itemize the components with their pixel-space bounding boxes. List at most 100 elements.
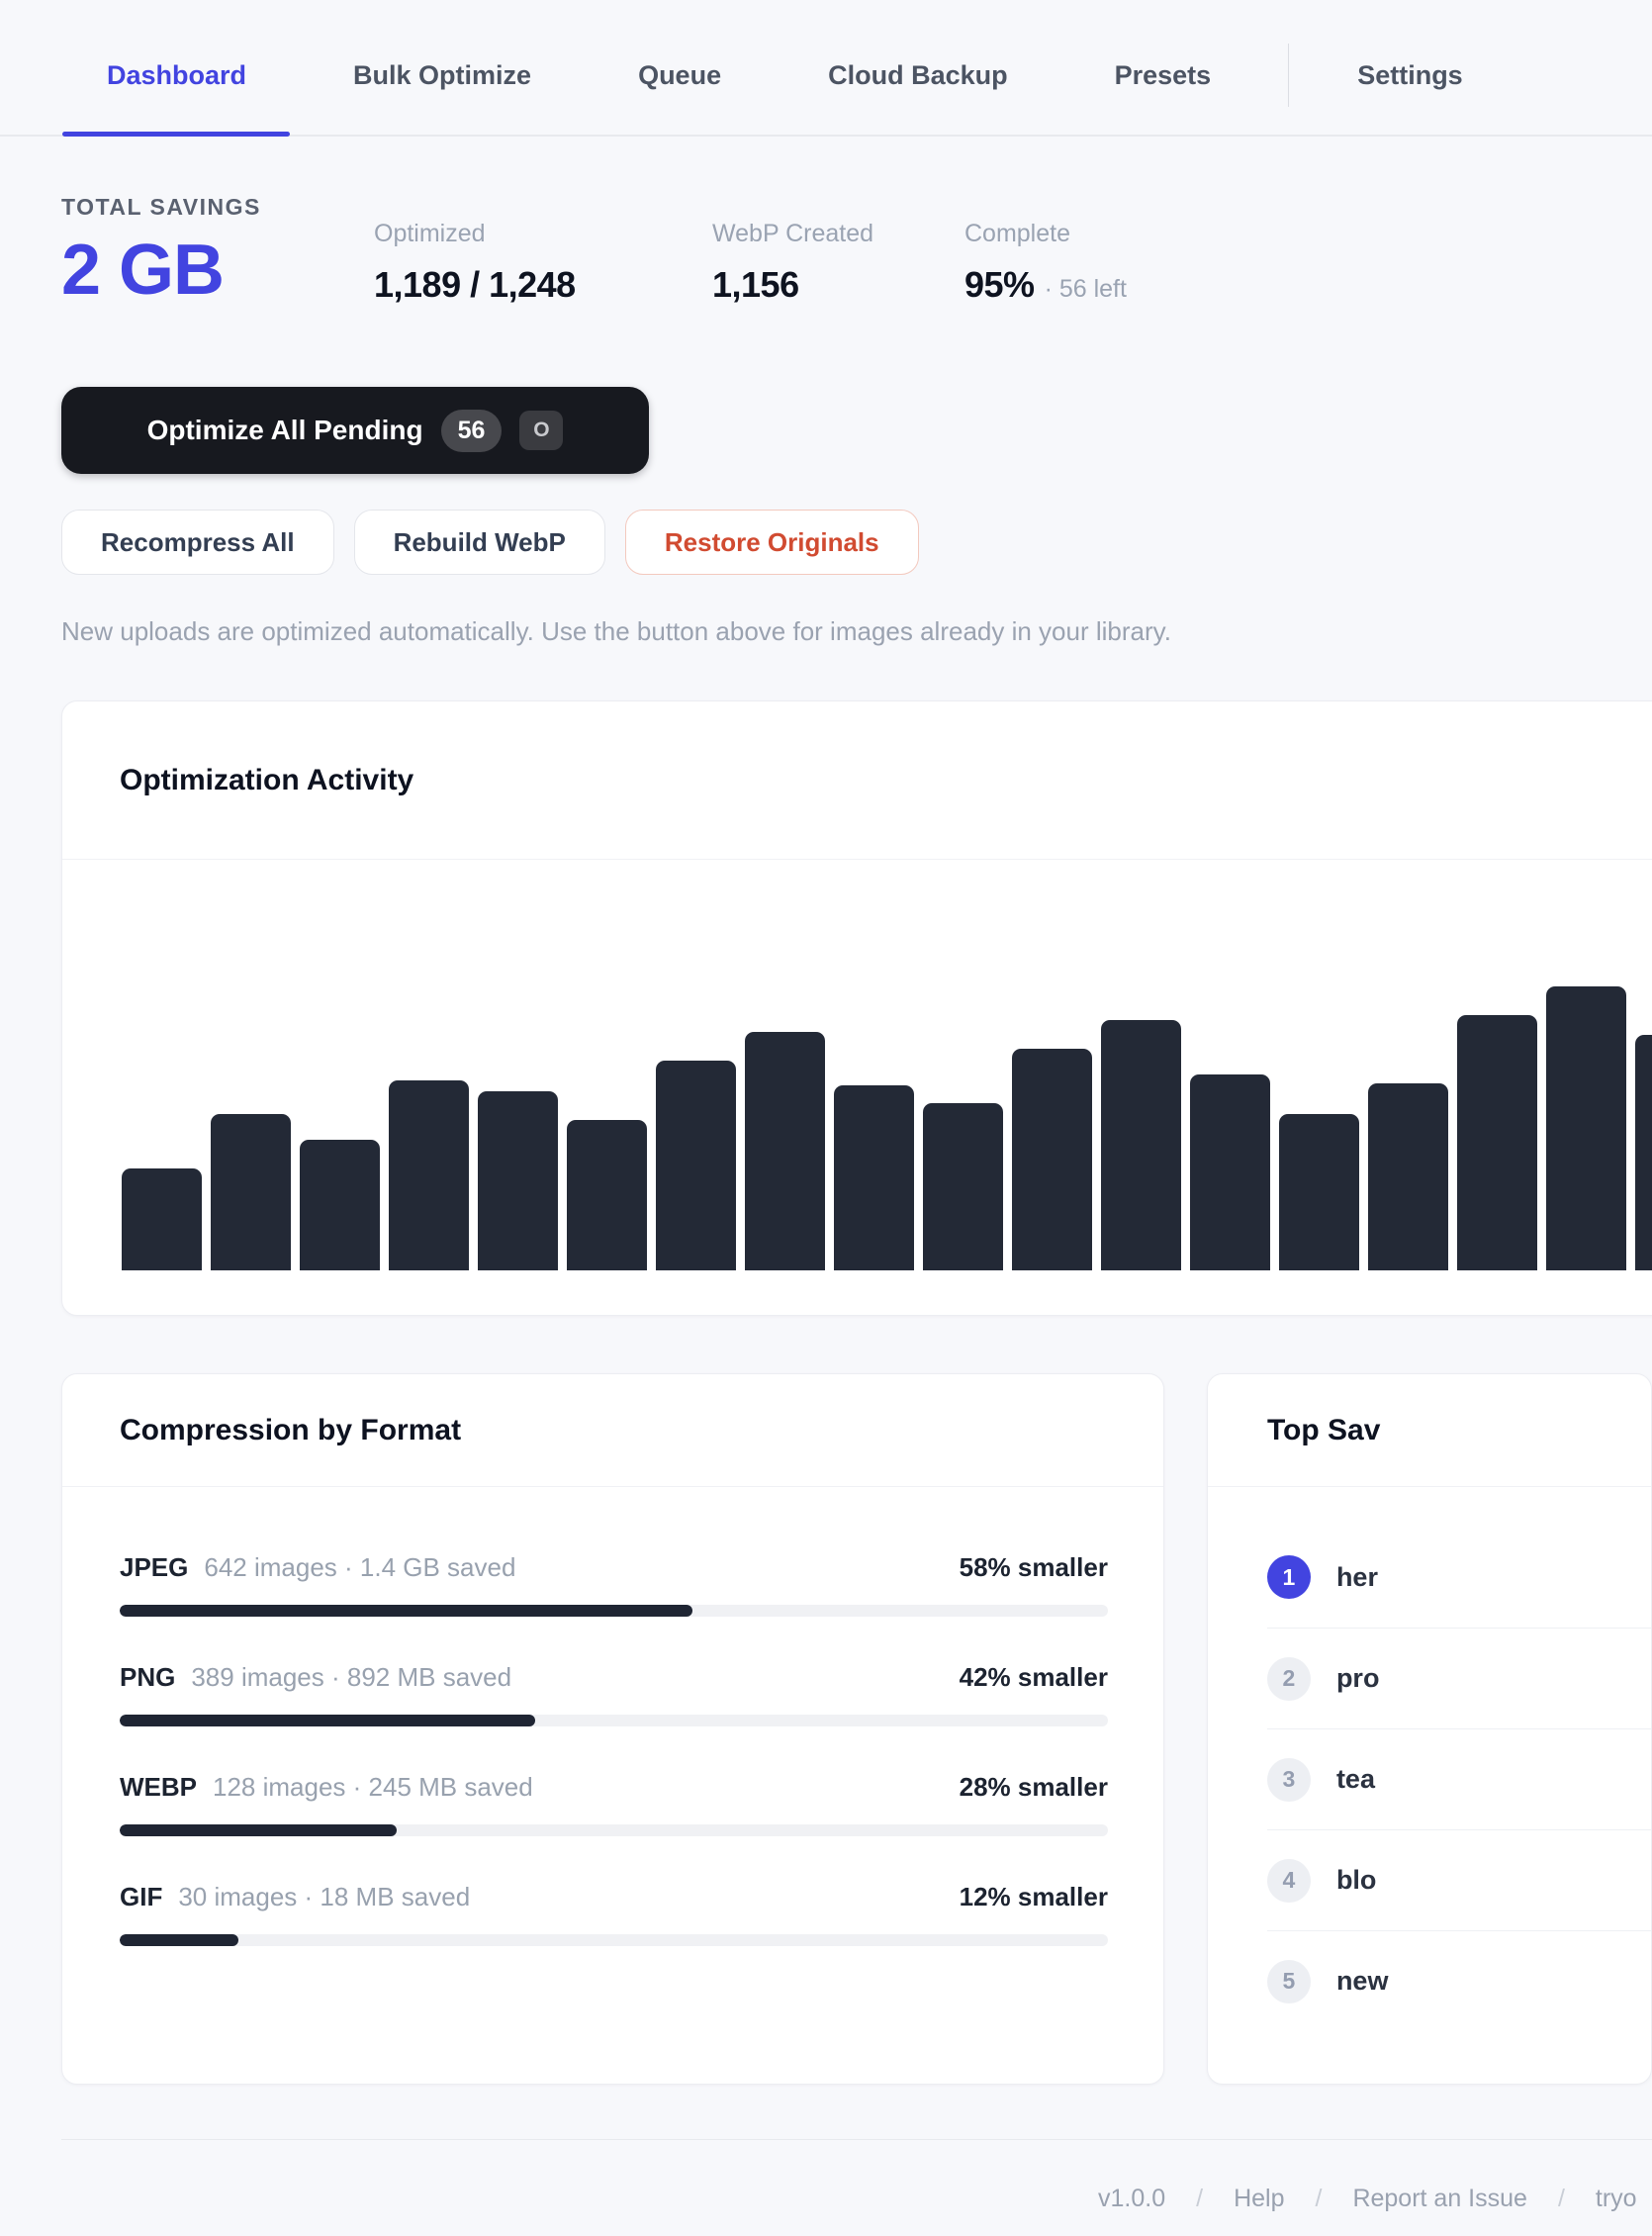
activity-bar xyxy=(1457,1015,1537,1270)
complete-remaining: · 56 left xyxy=(1044,275,1127,303)
compression-by-format-header: Compression by Format xyxy=(62,1374,1163,1487)
auto-optimize-note: New uploads are optimized automatically.… xyxy=(61,616,1171,646)
compression-by-format-card: Compression by Format JPEG 642 images · … xyxy=(61,1373,1164,2085)
active-tab-underline xyxy=(62,132,291,137)
progress-fill xyxy=(120,1605,693,1617)
optimized-value: 1,189 / 1,248 xyxy=(374,264,576,305)
rank-badge: 4 xyxy=(1266,1858,1311,1903)
progress-track xyxy=(120,1605,1108,1617)
rank-badge: 3 xyxy=(1266,1757,1311,1802)
rank-badge: 2 xyxy=(1266,1656,1311,1701)
rebuild-webp-button[interactable]: Rebuild WebP xyxy=(353,510,605,575)
format-row-jpeg: JPEG 642 images · 1.4 GB saved 58% small… xyxy=(120,1552,1108,1617)
recompress-all-button[interactable]: Recompress All xyxy=(61,510,334,575)
top-saver-label: her xyxy=(1335,1561,1378,1592)
tab-queue-label: Queue xyxy=(638,59,722,90)
format-name: WEBP xyxy=(120,1772,197,1802)
activity-bar xyxy=(1279,1114,1359,1270)
activity-bar xyxy=(300,1140,380,1270)
complete-label: Complete xyxy=(964,220,1070,247)
top-saver-label: pro xyxy=(1335,1663,1380,1693)
tab-cloud-backup-label: Cloud Backup xyxy=(828,59,1008,90)
format-name: GIF xyxy=(120,1882,163,1911)
format-percent: 58% smaller xyxy=(959,1552,1108,1582)
tab-queue[interactable]: Queue xyxy=(638,14,721,137)
footer-divider xyxy=(61,2139,1652,2140)
activity-bar xyxy=(389,1080,469,1270)
pending-count-badge: 56 xyxy=(440,409,503,452)
format-row-gif: GIF 30 images · 18 MB saved 12% smaller xyxy=(120,1882,1108,1946)
footer-separator: / xyxy=(1557,2185,1565,2212)
activity-bar xyxy=(745,1032,825,1270)
tab-bulk-optimize-label: Bulk Optimize xyxy=(353,59,532,90)
format-row-webp: WEBP 128 images · 245 MB saved 28% small… xyxy=(120,1772,1108,1836)
tab-presets[interactable]: Presets xyxy=(1115,14,1212,137)
webp-created-stat: WebP Created 1,156 xyxy=(712,220,964,306)
webp-created-label: WebP Created xyxy=(712,220,874,247)
activity-bar xyxy=(834,1085,914,1270)
optimization-activity-header: Optimization Activity xyxy=(62,701,1652,860)
site-link[interactable]: tryo xyxy=(1595,2185,1637,2212)
top-savers-list: 1 her 2 pro 3 tea 4 blo 5 new xyxy=(1266,1527,1651,2031)
top-saver-item[interactable]: 2 pro xyxy=(1266,1628,1651,1728)
format-percent: 12% smaller xyxy=(959,1882,1108,1911)
total-savings-block: TOTAL SAVINGS 2 GB xyxy=(61,194,374,306)
activity-bar xyxy=(211,1114,291,1270)
progress-track xyxy=(120,1824,1108,1836)
activity-bar xyxy=(1368,1083,1448,1270)
format-percent: 42% smaller xyxy=(959,1662,1108,1692)
top-saver-item[interactable]: 3 tea xyxy=(1266,1728,1651,1829)
activity-bar xyxy=(1546,986,1626,1270)
footer-separator: / xyxy=(1315,2185,1323,2212)
format-name: PNG xyxy=(120,1662,176,1692)
top-saver-item[interactable]: 5 new xyxy=(1266,1930,1651,2031)
format-rows: JPEG 642 images · 1.4 GB saved 58% small… xyxy=(62,1487,1163,1946)
activity-bar xyxy=(122,1168,202,1270)
secondary-actions: Recompress All Rebuild WebP Restore Orig… xyxy=(61,510,1652,575)
top-navigation: Dashboard Bulk Optimize Queue Cloud Back… xyxy=(0,0,1652,137)
format-meta: 642 images · 1.4 GB saved xyxy=(204,1552,516,1582)
restore-originals-button[interactable]: Restore Originals xyxy=(624,510,919,575)
lower-cards-row: Compression by Format JPEG 642 images · … xyxy=(61,1373,1652,2085)
format-row-png: PNG 389 images · 892 MB saved 42% smalle… xyxy=(120,1662,1108,1726)
format-meta: 30 images · 18 MB saved xyxy=(178,1882,471,1911)
progress-fill xyxy=(120,1824,397,1836)
top-saver-label: new xyxy=(1335,1966,1389,1996)
progress-track xyxy=(120,1934,1108,1946)
tab-dashboard[interactable]: Dashboard xyxy=(62,14,291,137)
footer-separator: / xyxy=(1196,2185,1204,2212)
progress-fill xyxy=(120,1934,238,1946)
optimize-all-pending-button[interactable]: Optimize All Pending 56 O xyxy=(61,387,649,474)
top-saver-item[interactable]: 4 blo xyxy=(1266,1829,1651,1930)
tab-settings-label: Settings xyxy=(1357,59,1463,90)
total-savings-label: TOTAL SAVINGS xyxy=(61,194,261,220)
activity-bar xyxy=(656,1061,736,1270)
activity-bar xyxy=(923,1103,1003,1270)
tab-cloud-backup[interactable]: Cloud Backup xyxy=(828,14,1008,137)
complete-stat: Complete 95% · 56 left xyxy=(964,220,1127,306)
tab-presets-label: Presets xyxy=(1114,59,1212,90)
optimize-all-pending-label: Optimize All Pending xyxy=(146,415,423,445)
top-savers-header: Top Sav xyxy=(1207,1374,1651,1487)
tab-dashboard-label: Dashboard xyxy=(107,59,247,90)
top-saver-item[interactable]: 1 her xyxy=(1266,1527,1651,1628)
report-issue-link[interactable]: Report an Issue xyxy=(1352,2185,1527,2212)
version-label: v1.0.0 xyxy=(1098,2185,1166,2212)
top-savers-title: Top Sav xyxy=(1266,1413,1381,1446)
compression-by-format-title: Compression by Format xyxy=(120,1413,462,1446)
top-savers-card: Top Sav 1 her 2 pro 3 tea 4 blo 5 new xyxy=(1206,1373,1652,2085)
footer: v1.0.0 / Help / Report an Issue / tryo xyxy=(1098,2185,1652,2213)
activity-bar xyxy=(1101,1020,1181,1270)
optimization-activity-card: Optimization Activity xyxy=(61,700,1652,1316)
optimized-stat: Optimized 1,189 / 1,248 xyxy=(374,220,712,306)
activity-bar xyxy=(567,1120,647,1270)
tab-settings[interactable]: Settings xyxy=(1357,14,1463,137)
activity-bars xyxy=(62,860,1652,1315)
keyboard-shortcut-badge: O xyxy=(519,411,564,450)
activity-bar xyxy=(1012,1049,1092,1270)
help-link[interactable]: Help xyxy=(1234,2185,1285,2212)
tab-bulk-optimize[interactable]: Bulk Optimize xyxy=(353,14,531,137)
top-saver-label: blo xyxy=(1335,1865,1377,1895)
optimization-activity-title: Optimization Activity xyxy=(120,763,414,796)
